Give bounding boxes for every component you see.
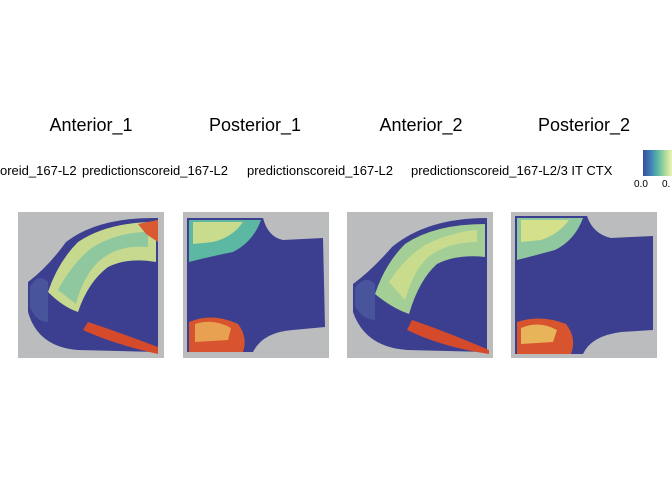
feature-label-1-text: oreid_167-L2 bbox=[0, 163, 76, 178]
feature-label-1: oreid_167-L2 bbox=[0, 162, 76, 182]
feature-label-4: predictionscoreid_167-L2/3 IT CTX bbox=[411, 162, 641, 182]
colorbar bbox=[643, 150, 672, 176]
colorbar-tick-1: 0. bbox=[662, 179, 671, 190]
feature-label-2-text: predictionscoreid_167-L2 bbox=[82, 163, 228, 178]
tissue-panel-anterior-1 bbox=[18, 212, 164, 358]
panel-title-posterior-2: Posterior_2 bbox=[537, 115, 631, 135]
tissue-panel-anterior-2 bbox=[347, 212, 493, 358]
feature-label-3-text: predictionscoreid_167-L2 bbox=[247, 163, 393, 178]
tissue-panel-posterior-2 bbox=[511, 212, 657, 358]
tissue-panel-posterior-1 bbox=[183, 212, 329, 358]
colorbar-tick-0: 0.0 bbox=[634, 179, 648, 190]
feature-label-2: predictionscoreid_167-L2 bbox=[82, 162, 240, 182]
panel-title-anterior-1: Anterior_1 bbox=[49, 115, 133, 135]
panel-title-anterior-2: Anterior_2 bbox=[379, 115, 463, 135]
feature-label-3: predictionscoreid_167-L2 bbox=[247, 162, 405, 182]
panel-title-posterior-1: Posterior_1 bbox=[208, 115, 302, 135]
feature-label-4-text: predictionscoreid_167-L2/3 IT CTX bbox=[411, 163, 613, 178]
